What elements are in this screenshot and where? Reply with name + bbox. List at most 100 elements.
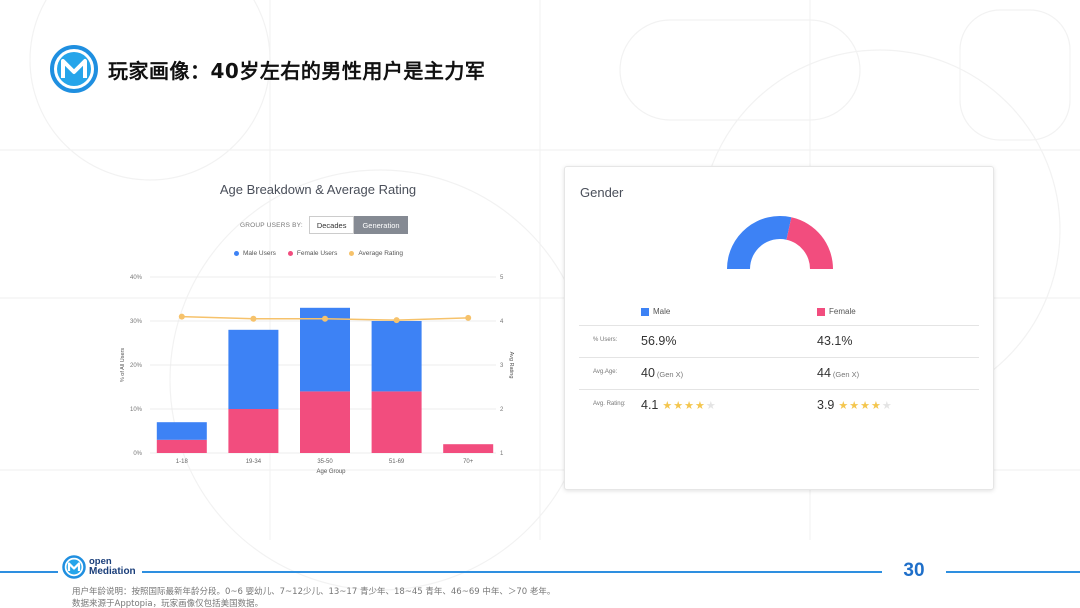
bar-male-19-34	[228, 329, 279, 409]
legend-rating[interactable]: Average Rating	[349, 250, 403, 257]
rating-point-35-50	[322, 315, 328, 322]
bar-female-1-18	[156, 439, 207, 453]
female-age-value: 44 (Gen X)	[817, 366, 859, 380]
gender-row-rating: Avg. Rating: 4.1 ★★★★★ 3.9 ★★★★★	[579, 389, 979, 421]
age-breakdown-panel: Age Breakdown & Average Rating GROUP USE…	[118, 170, 528, 490]
bar-male-51-69	[371, 321, 422, 392]
row-label: Avg. Rating:	[593, 401, 626, 407]
footer-logo-icon	[62, 555, 86, 579]
bar-female-19-34	[228, 409, 279, 453]
header: 玩家画像：40岁左右的男性用户是主力军	[50, 44, 485, 94]
footer-line-left	[0, 571, 58, 573]
chart-legend: Male Users Female Users Average Rating	[234, 250, 403, 257]
male-users-value: 56.9%	[641, 334, 676, 348]
y2-axis-title: Avg Rating	[508, 352, 514, 379]
x-tick-label: 1-18	[176, 459, 189, 465]
male-age-value: 40 (Gen X)	[641, 366, 683, 380]
y-tick-label: 30%	[130, 319, 143, 325]
age-chart: 0% 10% 20% 30% 40% 1 2 3 4 5 % of All Users Avg Rat…	[120, 275, 514, 475]
star-icon: ★	[881, 400, 893, 412]
male-swatch	[641, 307, 649, 316]
female-swatch	[817, 307, 825, 316]
female-rating-value: 3.9 ★★★★★	[817, 398, 893, 412]
footer-line-middle	[142, 571, 882, 573]
rating-point-70+	[465, 314, 472, 321]
footer-logo-line1: open	[89, 556, 112, 567]
female-header-label: Female	[829, 307, 856, 316]
footnote-data-source: 数据来源于Apptopia，玩家画像仅包括美国数据。	[72, 599, 264, 608]
male-rating-text: 4.1	[641, 398, 659, 412]
page-number: 30	[903, 560, 925, 581]
footer-logo-text: open Mediation	[89, 557, 136, 577]
donut-female-segment	[786, 217, 833, 269]
star-icon: ★	[673, 400, 685, 412]
x-axis-title: Age Group	[316, 469, 346, 475]
female-header: Female	[817, 307, 856, 316]
x-tick-label: 19-34	[246, 459, 262, 465]
y-tick-label: 40%	[130, 275, 143, 281]
male-age-gen: (Gen X)	[656, 370, 684, 379]
male-star-rating: ★★★★★	[662, 400, 716, 412]
female-users-value: 43.1%	[817, 334, 852, 348]
female-star-rating: ★★★★★	[838, 400, 892, 412]
legend-female-label: Female Users	[296, 250, 338, 257]
row-label: % Users:	[593, 337, 618, 343]
footer-line-right	[946, 571, 1080, 573]
y2-tick-label: 1	[500, 451, 504, 457]
star-icon: ★	[838, 400, 850, 412]
legend-male-dot	[234, 251, 239, 256]
female-age-gen: (Gen X)	[832, 370, 860, 379]
y2-tick-label: 4	[500, 319, 504, 325]
y2-tick-label: 3	[500, 363, 504, 369]
star-icon: ★	[705, 400, 717, 412]
gender-donut-chart	[727, 216, 833, 269]
y2-tick-label: 2	[500, 407, 504, 413]
bar-female-51-69	[371, 391, 422, 453]
rating-point-19-34	[250, 315, 257, 322]
male-users-text: 56.9%	[641, 334, 677, 348]
legend-male[interactable]: Male Users	[234, 250, 276, 257]
y-tick-label: 20%	[130, 363, 143, 369]
bar-male-1-18	[156, 422, 207, 440]
star-icon: ★	[684, 400, 696, 412]
group-by-control: GROUP USERS BY: Decades Generation	[240, 216, 408, 234]
male-header-label: Male	[653, 307, 671, 316]
openmediation-logo-icon	[50, 45, 98, 93]
star-icon: ★	[662, 400, 674, 412]
decades-button[interactable]: Decades	[308, 216, 355, 234]
bar-female-35-50	[300, 391, 350, 453]
female-users-text: 43.1%	[817, 334, 853, 348]
x-tick-label: 51-69	[389, 459, 405, 465]
legend-female-dot	[287, 251, 293, 256]
star-icon: ★	[860, 400, 872, 412]
legend-male-label: Male Users	[243, 250, 276, 257]
y-tick-label: 0%	[133, 451, 142, 457]
bar-female-70+	[443, 444, 494, 453]
y-axis-title: % of All Users	[120, 348, 126, 382]
male-age-text: 40	[641, 366, 655, 380]
legend-rating-label: Average Rating	[358, 250, 404, 257]
footer-logo-line2: Mediation	[89, 566, 136, 577]
rating-point-1-18	[178, 313, 185, 320]
page-title: 玩家画像：40岁左右的男性用户是主力军	[108, 58, 486, 83]
male-rating-value: 4.1 ★★★★★	[641, 398, 717, 412]
donut-male-segment	[727, 216, 792, 269]
gender-title: Gender	[580, 185, 624, 200]
gender-row-age: Avg.Age: 40 (Gen X) 44 (Gen X)	[579, 357, 979, 389]
generation-button[interactable]: Generation	[354, 216, 408, 234]
row-label: Avg.Age:	[593, 369, 618, 375]
x-tick-label: 35-50	[317, 459, 333, 465]
footer-logo: open Mediation	[62, 555, 136, 579]
legend-female[interactable]: Female Users	[287, 250, 338, 257]
star-icon: ★	[871, 400, 882, 412]
footnote-age-definition: 用户年龄说明：按照国际最新年龄分段。0~6 婴幼儿、7~12少儿、13~17 青…	[72, 587, 556, 597]
star-icon: ★	[849, 400, 861, 412]
gender-card: Gender Male Female % Users: 56.9% 43.1% …	[564, 166, 994, 490]
rating-point-51-69	[393, 317, 400, 324]
chart-title: Age Breakdown & Average Rating	[219, 182, 417, 197]
y2-tick-label: 5	[500, 275, 504, 281]
legend-rating-dot	[349, 251, 355, 256]
y-tick-label: 10%	[130, 407, 143, 413]
female-rating-text: 3.9	[817, 398, 835, 412]
x-tick-label: 70+	[463, 459, 474, 465]
